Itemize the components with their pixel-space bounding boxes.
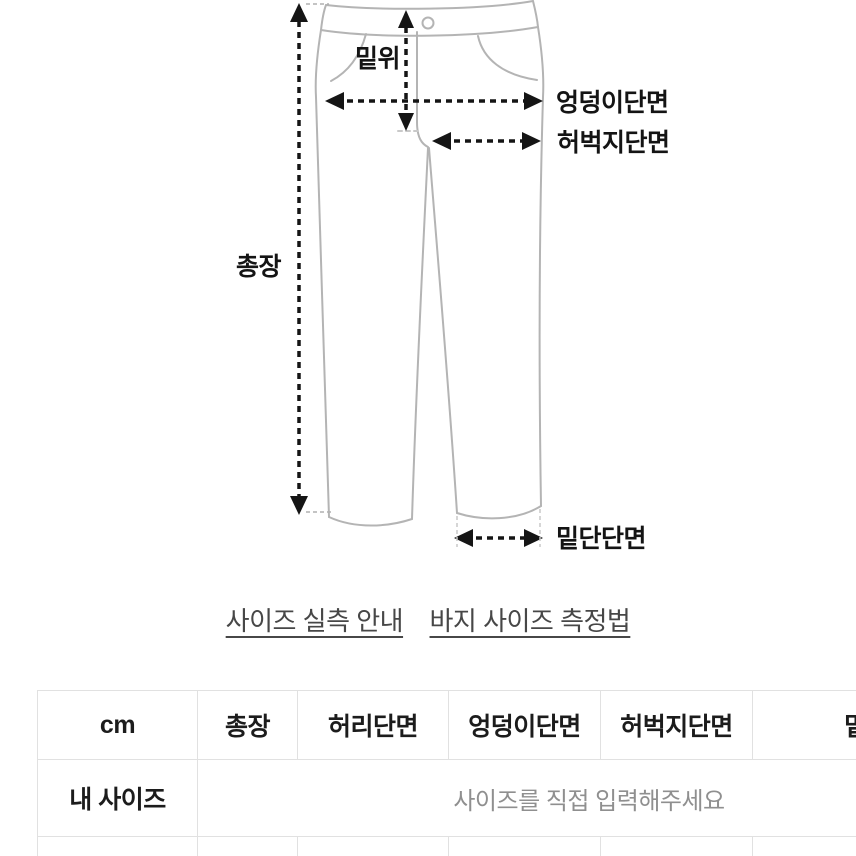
total-length-arrow-icon [290, 3, 331, 515]
thigh-width-arrow-icon [432, 132, 541, 150]
col-header-waist-width: 허리단면 [297, 690, 449, 760]
table-row-partial [37, 836, 856, 856]
col-header-rise: 밑위 [752, 690, 856, 760]
hip-width-label: 엉덩이단면 [556, 89, 669, 117]
col-header-total-length: 총장 [197, 690, 298, 760]
size-table: cm 총장 허리단면 엉덩이단면 허벅지단면 밑위 내 사이즈 사이즈를 직접 … [37, 690, 856, 856]
total-length-label: 총장 [236, 253, 282, 281]
my-size-row-label: 내 사이즈 [37, 759, 198, 837]
rise-label: 밑위 [354, 45, 401, 73]
unit-header-cell: cm [37, 690, 198, 760]
my-size-input-cell[interactable]: 사이즈를 직접 입력해주세요 [197, 759, 856, 837]
rise-arrow-icon [398, 10, 414, 131]
pants-size-diagram: 총장 밑위 엉덩이단면 허벅지단면 밑단단면 [236, 0, 670, 553]
hem-width-arrow-icon [454, 509, 543, 547]
pants-diagram-svg [290, 0, 545, 547]
partial-row-label-cell [37, 836, 198, 856]
col-header-hip-width: 엉덩이단면 [448, 690, 601, 760]
size-guide-links: 사이즈 실측 안내 바지 사이즈 측정법 [0, 601, 856, 638]
size-table-header-row: cm 총장 허리단면 엉덩이단면 허벅지단면 밑위 [37, 690, 856, 760]
pants-outline [314, 0, 545, 527]
col-header-thigh-width: 허벅지단면 [600, 690, 753, 760]
size-measure-guide-link[interactable]: 사이즈 실측 안내 [225, 606, 404, 636]
waist-button [421, 16, 435, 30]
hem-width-label: 밑단단면 [556, 525, 647, 553]
pants-measure-howto-link[interactable]: 바지 사이즈 측정법 [429, 606, 631, 636]
my-size-row: 내 사이즈 사이즈를 직접 입력해주세요 [37, 759, 856, 837]
thigh-width-label: 허벅지단면 [557, 129, 670, 157]
hip-width-arrow-icon [325, 92, 543, 110]
